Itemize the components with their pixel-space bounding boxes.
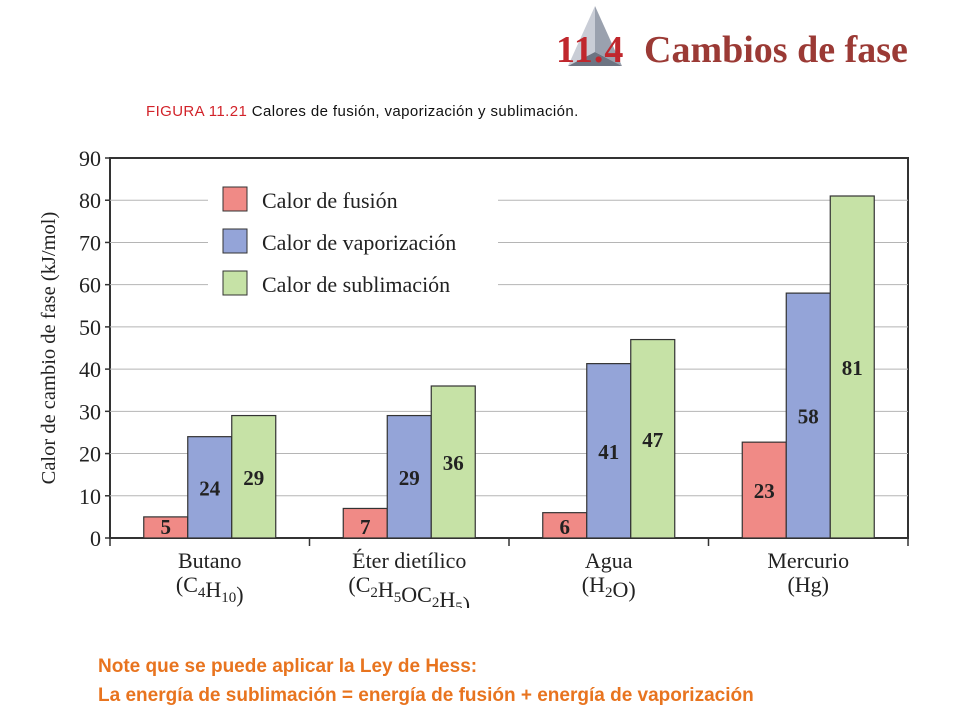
formula-subscript: 2	[605, 585, 613, 601]
hess-law-note: Note que se puede aplicar la Ley de Hess…	[98, 652, 754, 710]
formula-text: (H	[582, 572, 605, 597]
bar-value-label: 23	[754, 479, 775, 503]
formula-text: H	[378, 577, 394, 602]
bar-value-label: 47	[642, 428, 663, 452]
formula-subscript: 5	[394, 590, 402, 606]
category-formula: (C4H10)	[176, 572, 244, 607]
bar	[542, 512, 588, 539]
section-title: Cambios de fase	[644, 29, 908, 71]
bar-value-label: 6	[560, 515, 571, 539]
pyramid-icon	[568, 6, 622, 66]
y-tick-label: 0	[90, 526, 101, 551]
figure-caption-text: Calores de fusión, vaporización y sublim…	[247, 103, 579, 120]
category-formula: (H2O)	[582, 572, 636, 602]
bar-value-label: 5	[161, 515, 172, 539]
page-header: 11.4 Cambios de fase	[0, 0, 960, 90]
bar-value-label: 29	[399, 466, 420, 490]
category-formula: (Hg)	[787, 572, 829, 597]
section-number: 11.4	[556, 29, 625, 71]
bar-value-label: 58	[798, 405, 819, 429]
category-name: Éter dietílico	[352, 548, 466, 573]
legend-swatch	[222, 228, 248, 254]
category-name: Agua	[585, 548, 633, 573]
formula-subscript: 5	[455, 600, 463, 608]
bar-value-label: 7	[360, 515, 371, 539]
formula-subscript: 2	[432, 595, 440, 608]
formula-text: )	[463, 592, 470, 608]
bar-value-label: 81	[842, 356, 863, 380]
figure-caption: FIGURA 11.21 Calores de fusión, vaporiza…	[146, 103, 579, 120]
legend-label: Calor de sublimación	[262, 272, 450, 297]
formula-text: (C	[348, 572, 370, 597]
bar	[187, 436, 233, 539]
category-name: Butano	[178, 548, 242, 573]
formula-subscript: 10	[221, 590, 236, 606]
heat-of-phase-change-chart: 0 10 20 30 40 50 60 70 80 90 Calor de cambio de fa…	[38, 146, 909, 608]
note-line-2: La energía de sublimación = energía de f…	[98, 685, 754, 706]
y-tick-label: 30	[79, 399, 101, 424]
category-name: Mercurio	[767, 548, 849, 573]
y-tick-label: 40	[79, 357, 101, 382]
bar-value-label: 29	[243, 466, 264, 490]
formula-text: H	[439, 587, 455, 608]
y-tick-label: 50	[79, 315, 101, 340]
formula-text: O)	[613, 577, 636, 602]
formula-subscript: 4	[198, 585, 206, 601]
bar	[342, 507, 388, 539]
legend-swatch	[222, 270, 248, 296]
y-axis-label: Calor de cambio de fase (kJ/mol)	[38, 212, 60, 485]
formula-text: (C	[176, 572, 198, 597]
y-tick-label: 20	[79, 442, 101, 467]
y-tick-label: 10	[79, 484, 101, 509]
bar	[630, 338, 676, 539]
y-tick-label: 70	[79, 230, 101, 255]
bar-value-label: 41	[598, 440, 619, 464]
formula-subscript: 2	[370, 585, 378, 601]
category-formula: (C2H5OC2H5)	[348, 572, 470, 608]
bar-value-label: 24	[199, 476, 221, 500]
legend-label: Calor de fusión	[262, 188, 398, 213]
formula-text: (Hg)	[787, 572, 829, 597]
y-tick-label: 90	[79, 146, 101, 171]
figure-label: FIGURA 11.21	[146, 103, 248, 120]
bar-value-label: 36	[443, 451, 464, 475]
bar	[829, 195, 875, 539]
note-line-1: Note que se puede aplicar la Ley de Hess…	[98, 656, 478, 677]
formula-text: OC	[401, 582, 432, 607]
y-tick-label: 60	[79, 273, 101, 298]
legend-box	[208, 176, 498, 308]
bar	[430, 385, 476, 539]
formula-text: H	[205, 577, 221, 602]
y-tick-label: 80	[79, 188, 101, 213]
legend-swatch	[222, 186, 248, 212]
bar	[386, 414, 432, 539]
bar	[586, 363, 632, 539]
legend-label: Calor de vaporización	[262, 230, 456, 255]
formula-text: )	[236, 582, 243, 607]
bar	[231, 414, 277, 539]
